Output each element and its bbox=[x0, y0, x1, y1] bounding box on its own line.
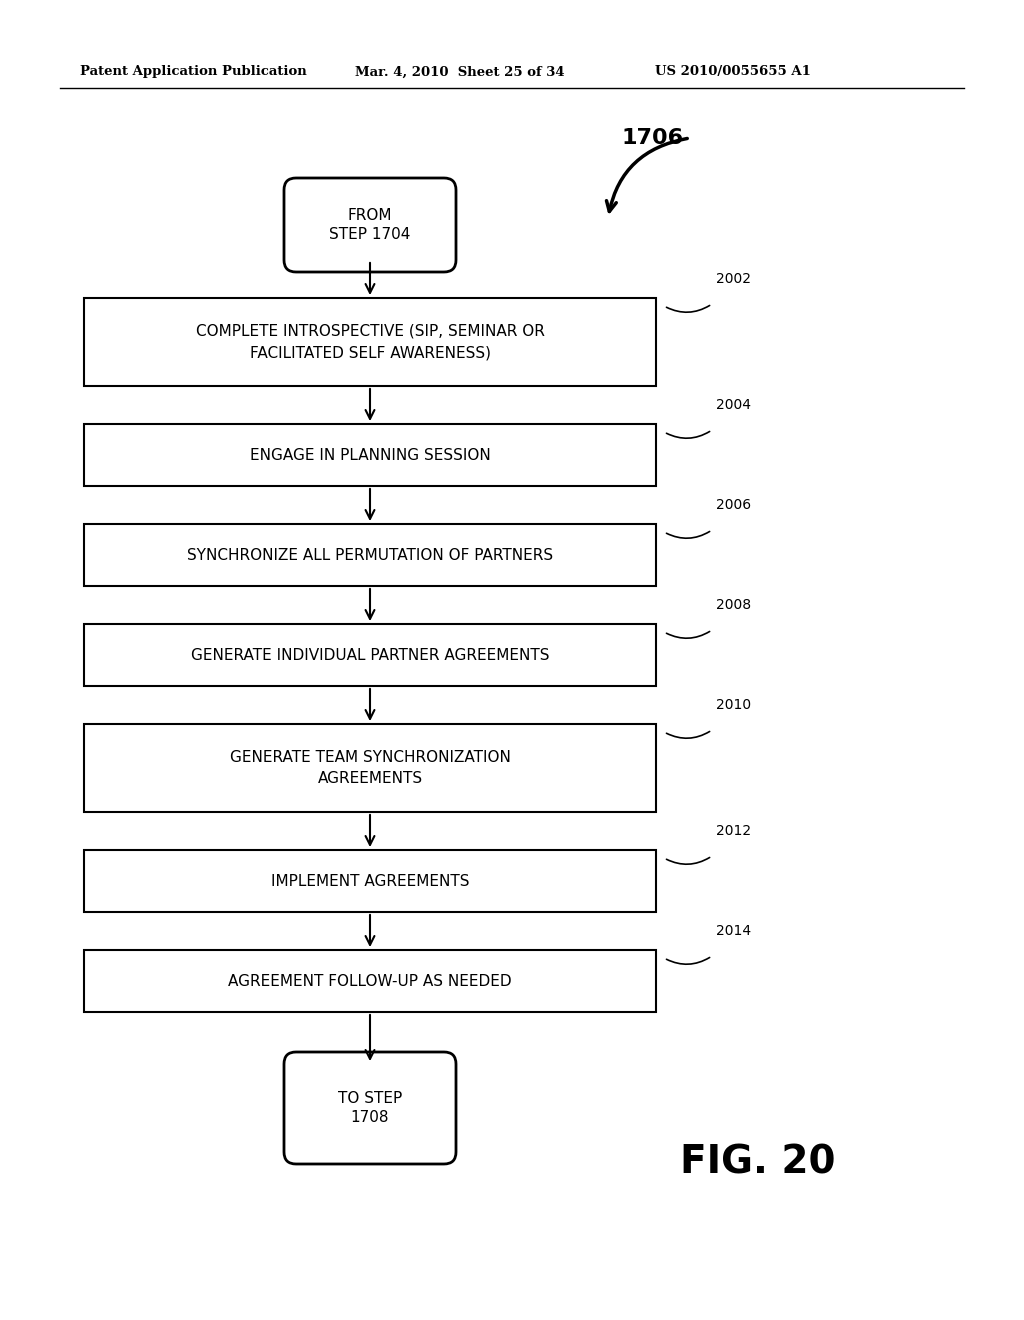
Text: 2014: 2014 bbox=[716, 924, 752, 939]
Text: 2002: 2002 bbox=[716, 272, 751, 286]
Text: 2008: 2008 bbox=[716, 598, 752, 612]
Text: IMPLEMENT AGREEMENTS: IMPLEMENT AGREEMENTS bbox=[270, 874, 469, 888]
Text: SYNCHRONIZE ALL PERMUTATION OF PARTNERS: SYNCHRONIZE ALL PERMUTATION OF PARTNERS bbox=[187, 548, 553, 562]
Text: 2010: 2010 bbox=[716, 698, 752, 711]
Text: 2004: 2004 bbox=[716, 399, 751, 412]
Bar bbox=[84, 723, 656, 812]
Text: ENGAGE IN PLANNING SESSION: ENGAGE IN PLANNING SESSION bbox=[250, 447, 490, 462]
Bar bbox=[84, 298, 656, 385]
Text: 2006: 2006 bbox=[716, 498, 752, 512]
Text: AGREEMENT FOLLOW-UP AS NEEDED: AGREEMENT FOLLOW-UP AS NEEDED bbox=[228, 974, 512, 989]
FancyBboxPatch shape bbox=[284, 178, 456, 272]
Bar bbox=[84, 950, 656, 1012]
Text: 1706: 1706 bbox=[622, 128, 684, 148]
Text: TO STEP
1708: TO STEP 1708 bbox=[338, 1090, 402, 1126]
Text: GENERATE TEAM SYNCHRONIZATION
AGREEMENTS: GENERATE TEAM SYNCHRONIZATION AGREEMENTS bbox=[229, 750, 510, 785]
Text: FIG. 20: FIG. 20 bbox=[680, 1144, 836, 1181]
Text: FROM
STEP 1704: FROM STEP 1704 bbox=[330, 207, 411, 243]
Text: 2012: 2012 bbox=[716, 824, 752, 838]
Text: COMPLETE INTROSPECTIVE (SIP, SEMINAR OR
FACILITATED SELF AWARENESS): COMPLETE INTROSPECTIVE (SIP, SEMINAR OR … bbox=[196, 323, 545, 360]
Text: US 2010/0055655 A1: US 2010/0055655 A1 bbox=[655, 66, 811, 78]
Text: Patent Application Publication: Patent Application Publication bbox=[80, 66, 307, 78]
Bar bbox=[84, 524, 656, 586]
Text: Mar. 4, 2010  Sheet 25 of 34: Mar. 4, 2010 Sheet 25 of 34 bbox=[355, 66, 564, 78]
Bar bbox=[84, 624, 656, 686]
Bar bbox=[84, 424, 656, 486]
FancyBboxPatch shape bbox=[284, 1052, 456, 1164]
Text: GENERATE INDIVIDUAL PARTNER AGREEMENTS: GENERATE INDIVIDUAL PARTNER AGREEMENTS bbox=[190, 648, 549, 663]
Bar bbox=[84, 850, 656, 912]
